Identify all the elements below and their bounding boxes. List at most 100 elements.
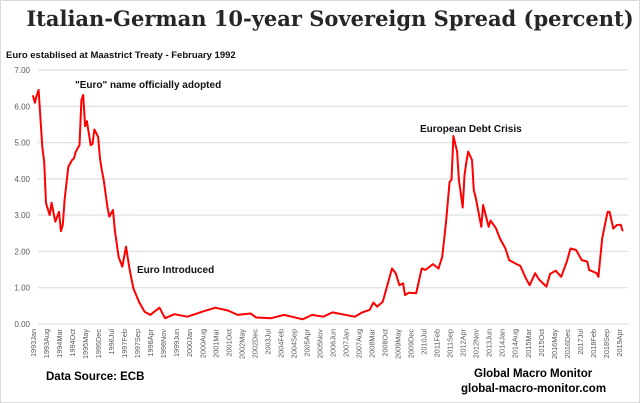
data-point [580, 259, 583, 261]
data-point [331, 311, 334, 314]
data-point [467, 150, 470, 153]
data-point [619, 224, 622, 226]
x-tick-label: 1997Feb [120, 329, 129, 358]
data-point [34, 101, 36, 104]
data-point [487, 225, 490, 228]
data-point [452, 135, 455, 137]
data-point [432, 263, 434, 265]
data-point [97, 135, 99, 138]
y-tick-label: 1.00 [14, 284, 30, 293]
x-tick-label: 2008Oct [381, 329, 390, 357]
data-point [420, 267, 423, 270]
data-point [605, 219, 607, 221]
data-point [86, 120, 88, 122]
data-point [63, 199, 66, 201]
x-tick-label: 2012Apr [459, 328, 468, 356]
y-tick-label: 4.00 [14, 175, 30, 184]
data-point [621, 229, 624, 232]
x-tick-label: 2008Mar [368, 328, 377, 357]
data-point [45, 202, 47, 204]
x-tick-label: 2015Oct [537, 329, 546, 357]
data-point [37, 89, 40, 91]
data-point [448, 180, 451, 183]
data-point [376, 305, 378, 308]
x-tick-label: 1993Jan [29, 329, 38, 357]
y-tick-label: 3.00 [14, 211, 30, 220]
brand-name: Global Macro Monitor [474, 368, 593, 380]
data-point [270, 317, 272, 319]
x-tick-label: 2014Jan [498, 329, 507, 357]
data-point [465, 161, 468, 163]
data-point [566, 260, 568, 263]
data-point [569, 247, 572, 250]
data-point [361, 311, 364, 314]
data-point [43, 161, 45, 163]
x-tick-label: 2016May [550, 329, 559, 359]
data-point [473, 189, 475, 191]
data-point [499, 237, 501, 240]
data-point [128, 269, 131, 271]
data-point [67, 166, 70, 168]
data-point [89, 144, 92, 146]
data-point [463, 174, 466, 177]
data-point [50, 202, 53, 204]
data-point [173, 313, 176, 316]
data-point [471, 159, 473, 161]
data-point [474, 196, 477, 199]
data-point [456, 150, 458, 153]
data-point [106, 205, 109, 208]
gridlines [38, 69, 628, 325]
data-point [489, 219, 492, 222]
x-tick-label: 2018Feb [589, 329, 598, 358]
data-point [186, 315, 189, 318]
data-point [249, 312, 252, 315]
data-point [616, 224, 618, 226]
chart-subtitle: Euro establised at Maastrict Treaty - Fe… [6, 50, 236, 61]
data-point [214, 306, 217, 309]
x-tick-label: 1995May [81, 329, 90, 359]
data-point [91, 143, 94, 145]
x-tick-label: 2007Jan [341, 329, 350, 357]
x-tick-label: 2011Feb [433, 329, 442, 357]
x-tick-label: 2010Jul [420, 329, 429, 355]
data-point [519, 265, 522, 267]
x-tick-label: 1993Aug [42, 329, 51, 358]
data-point [58, 211, 60, 213]
data-point [353, 315, 356, 318]
data-point [480, 225, 483, 228]
x-tick-label: 2003Jul [263, 329, 272, 355]
annotation-debt-crisis: European Debt Crisis [420, 124, 522, 135]
x-tick-label: 2007Aug [355, 329, 364, 358]
data-point [311, 314, 313, 316]
x-tick-label: 1999Jun [172, 329, 181, 357]
x-axis-ticks: 1993Jan 1993Aug 1994Mar 1994Oct 1995May 1995D… [29, 328, 624, 359]
data-point [255, 316, 257, 319]
data-point [101, 169, 103, 171]
data-point [61, 224, 64, 226]
data-point [404, 294, 406, 296]
data-point [597, 276, 600, 278]
data-point [549, 273, 551, 275]
spread-series-points [32, 89, 624, 321]
data-point [441, 256, 444, 258]
data-point [508, 259, 510, 261]
x-tick-label: 1997Sep [133, 329, 142, 358]
data-point [112, 209, 114, 211]
x-tick-label: 2001Oct [224, 329, 233, 357]
x-tick-label: 2009Dec [407, 329, 416, 359]
data-point [458, 179, 460, 181]
data-point [595, 272, 598, 275]
chart-title: Italian-German 10-year Sovereign Spread … [26, 6, 633, 31]
y-tick-label: 2.00 [14, 247, 30, 256]
data-point [575, 249, 577, 251]
data-point [132, 287, 135, 290]
data-point [236, 314, 239, 316]
x-tick-label: 1998Nov [159, 329, 168, 359]
data-point [606, 211, 609, 213]
data-point [164, 317, 166, 319]
data-point [381, 301, 384, 303]
x-tick-label: 1994Mar [55, 328, 64, 357]
data-point [394, 272, 397, 275]
data-point [201, 310, 204, 313]
brand-url: global-macro-monitor.com [461, 383, 606, 395]
